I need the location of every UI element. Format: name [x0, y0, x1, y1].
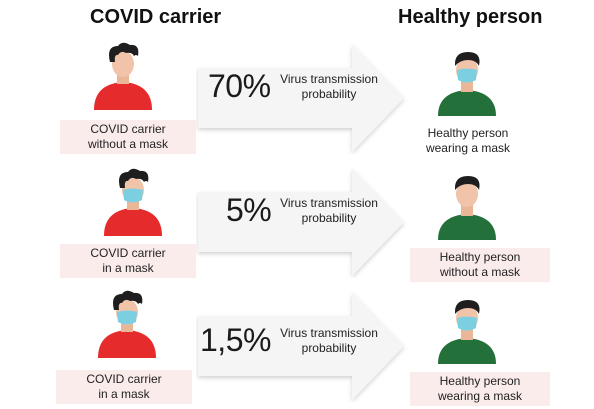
transmission-percent: 1,5% — [200, 322, 271, 358]
arrow-right-icon — [196, 166, 410, 278]
carrier-person-icon — [92, 288, 162, 358]
transmission-percent: 70% — [208, 68, 271, 104]
carrier-caption: COVID carrier in a mask — [56, 370, 192, 404]
carrier-person-icon — [98, 166, 168, 236]
row-1: COVID carrier without a mask 70% Virus t… — [0, 36, 594, 161]
row-2: COVID carrier in a mask 5% Virus transmi… — [0, 160, 594, 285]
healthy-header: Healthy person — [398, 6, 543, 28]
carrier-person-icon — [88, 40, 158, 110]
healthy-caption: Healthy person wearing a mask — [425, 126, 511, 155]
transmission-label: Virus transmission probability — [280, 326, 378, 355]
arrow-right-icon — [196, 290, 410, 402]
healthy-person-icon — [432, 46, 502, 116]
healthy-person-icon — [432, 170, 502, 240]
arrow-right-icon — [196, 42, 410, 154]
healthy-caption: Healthy person wearing a mask — [410, 372, 550, 406]
carrier-header: COVID carrier — [90, 6, 222, 28]
row-3: COVID carrier in a mask 1,5% Virus trans… — [0, 284, 594, 409]
transmission-label: Virus transmission probability — [280, 72, 378, 101]
healthy-caption: Healthy person without a mask — [410, 248, 550, 282]
carrier-caption: COVID carrier in a mask — [60, 244, 196, 278]
transmission-label: Virus transmission probability — [280, 196, 378, 225]
healthy-person-icon — [432, 294, 502, 364]
carrier-caption: COVID carrier without a mask — [60, 120, 196, 154]
transmission-percent: 5% — [226, 192, 272, 228]
